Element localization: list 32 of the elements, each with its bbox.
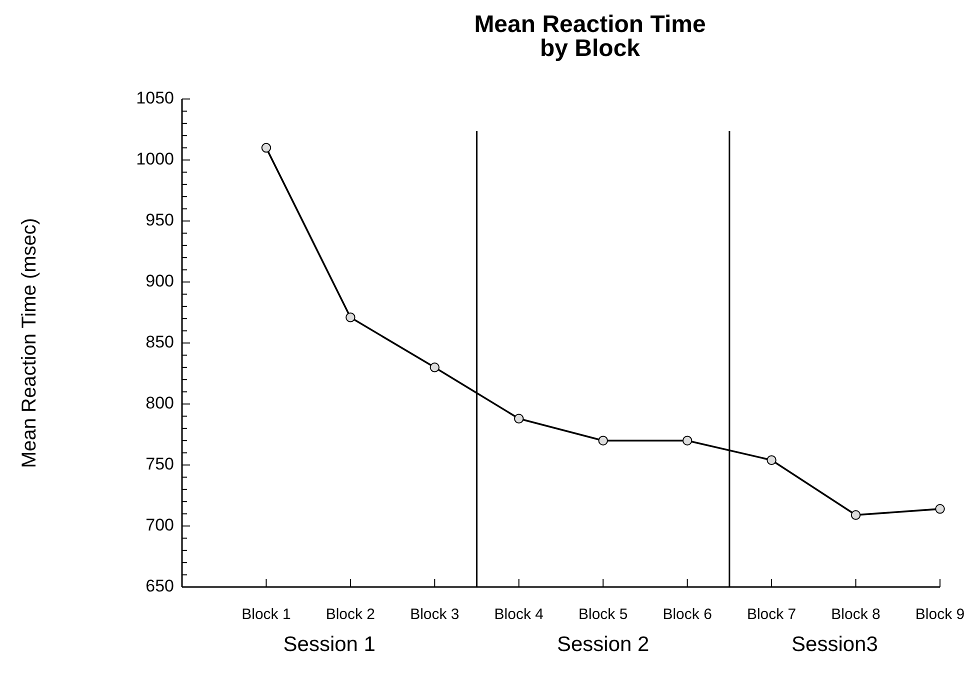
y-tick-label: 1050	[136, 88, 174, 108]
point	[598, 436, 608, 446]
y-tick-label: 700	[146, 515, 174, 534]
y-axis-title: Mean Reaction Time (msec)	[18, 218, 40, 468]
point	[850, 510, 861, 520]
chart-title: Mean Reaction Time by Block	[474, 11, 706, 62]
x-tick-label: Block 1	[242, 606, 291, 623]
text: Session3	[792, 633, 878, 656]
x-tick-label: Block 3	[410, 606, 460, 623]
point	[261, 142, 272, 153]
point	[514, 414, 524, 424]
point	[935, 504, 945, 514]
point	[766, 455, 776, 465]
text: Session 1	[283, 633, 376, 656]
y-tick-label: 800	[146, 393, 174, 412]
y-tick-label: 900	[146, 271, 174, 290]
point	[346, 312, 356, 322]
y-tick-label: 750	[146, 454, 174, 474]
x-tick-label: Block 9	[915, 606, 965, 623]
y-tick-label: 1000	[136, 149, 174, 168]
y-tick-label: 850	[146, 332, 174, 352]
y-tick-label: 650	[146, 576, 174, 596]
x-tick-label: Block 7	[746, 606, 796, 623]
x-tick-label: Block 6	[662, 606, 712, 623]
y-tick-label: 950	[146, 210, 174, 230]
x-tick-label: Block 5	[578, 606, 628, 623]
x-tick-label: Block 2	[326, 606, 376, 623]
point	[682, 436, 692, 446]
point	[430, 362, 440, 372]
text: Session 2	[556, 633, 650, 656]
x-tick-label: Block 8	[831, 606, 880, 623]
x-tick-label: Block 4	[494, 606, 544, 623]
